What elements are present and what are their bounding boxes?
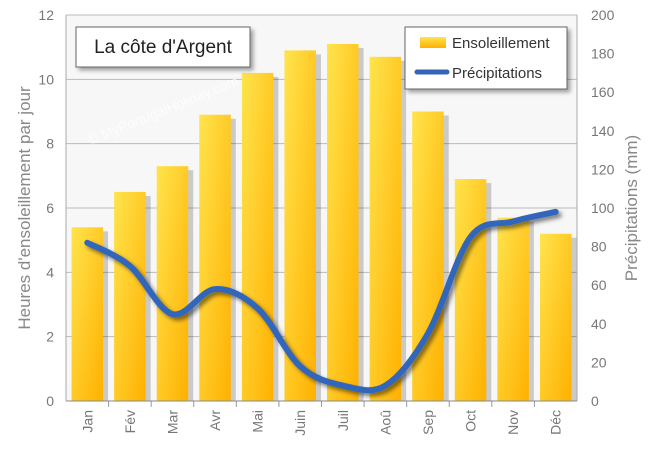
precipitation-line-layer [84,208,559,394]
y2-tick-label: 180 [591,46,615,62]
y2-tick-label: 0 [591,393,599,409]
bar-Juil [327,43,359,401]
chart-title: La côte d'Argent [94,37,232,58]
y-axis-ticks: 0 2 4 6 8 10 12 [38,7,54,409]
x-tick-label: Mar [164,410,180,434]
x-tick-label: Jan [79,410,95,433]
bar-Fév [114,191,146,401]
y-tick-label: 4 [46,264,54,280]
legend-bar-swatch [420,37,446,48]
bar-Nov [497,217,529,401]
x-tick-label: Sep [420,410,436,435]
y2-tick-label: 40 [591,316,607,332]
bar-Mar [156,166,189,401]
legend-label-sunshine: Ensoleillement [452,35,550,52]
y-tick-label: 10 [38,71,54,87]
bar-Oct [454,179,487,401]
y-tick-label: 12 [38,7,54,23]
y2-tick-label: 200 [591,7,615,23]
y-tick-label: 0 [46,393,54,409]
x-tick-label: Avr [207,410,223,431]
x-tick-label: Juin [292,410,308,436]
y-axis-title: Heures d'ensoleillement par jour [15,86,34,330]
bar-Avr [199,114,231,401]
bar-Déc [539,233,572,401]
y2-tick-label: 120 [591,161,615,177]
x-tick-label: Déc [548,410,564,435]
y2-axis-ticks: 0 20 40 60 80 100 120 140 160 180 200 [591,7,615,409]
bar-Mai [241,72,274,402]
y-tick-label: 8 [46,136,54,152]
bar-Aoû [369,56,402,402]
precipitation-line [84,208,559,394]
title-box: La côte d'Argent [75,26,251,68]
x-axis-ticks: Jan Fév Mar Avr Mai Juin Juil Aoû Sep Oct Nov Déc [79,410,563,436]
y2-axis-title: Précipitations (mm) [622,135,641,281]
x-tick-label: Mai [250,410,266,433]
y2-tick-label: 100 [591,200,615,216]
y2-tick-label: 60 [591,277,607,293]
bar-Jan [71,227,104,401]
x-tick-label: Oct [463,410,479,432]
y-tick-label: 6 [46,200,54,216]
y2-tick-label: 20 [591,354,607,370]
legend-label-precipitation: Précipitations [452,65,542,82]
x-tick-label: Nov [505,410,521,435]
y2-tick-label: 160 [591,84,615,100]
y2-tick-label: 140 [591,123,615,139]
bars [71,43,577,402]
x-tick-label: Juil [335,410,351,431]
bar-Sep [412,111,444,401]
y2-tick-label: 80 [591,239,607,255]
x-tick-label: Fév [122,410,138,433]
bar-Juin [284,50,316,402]
y-tick-label: 2 [46,329,54,345]
x-tick-label: Aoû [377,410,393,435]
legend: Ensoleillement Précipitations [404,26,568,90]
